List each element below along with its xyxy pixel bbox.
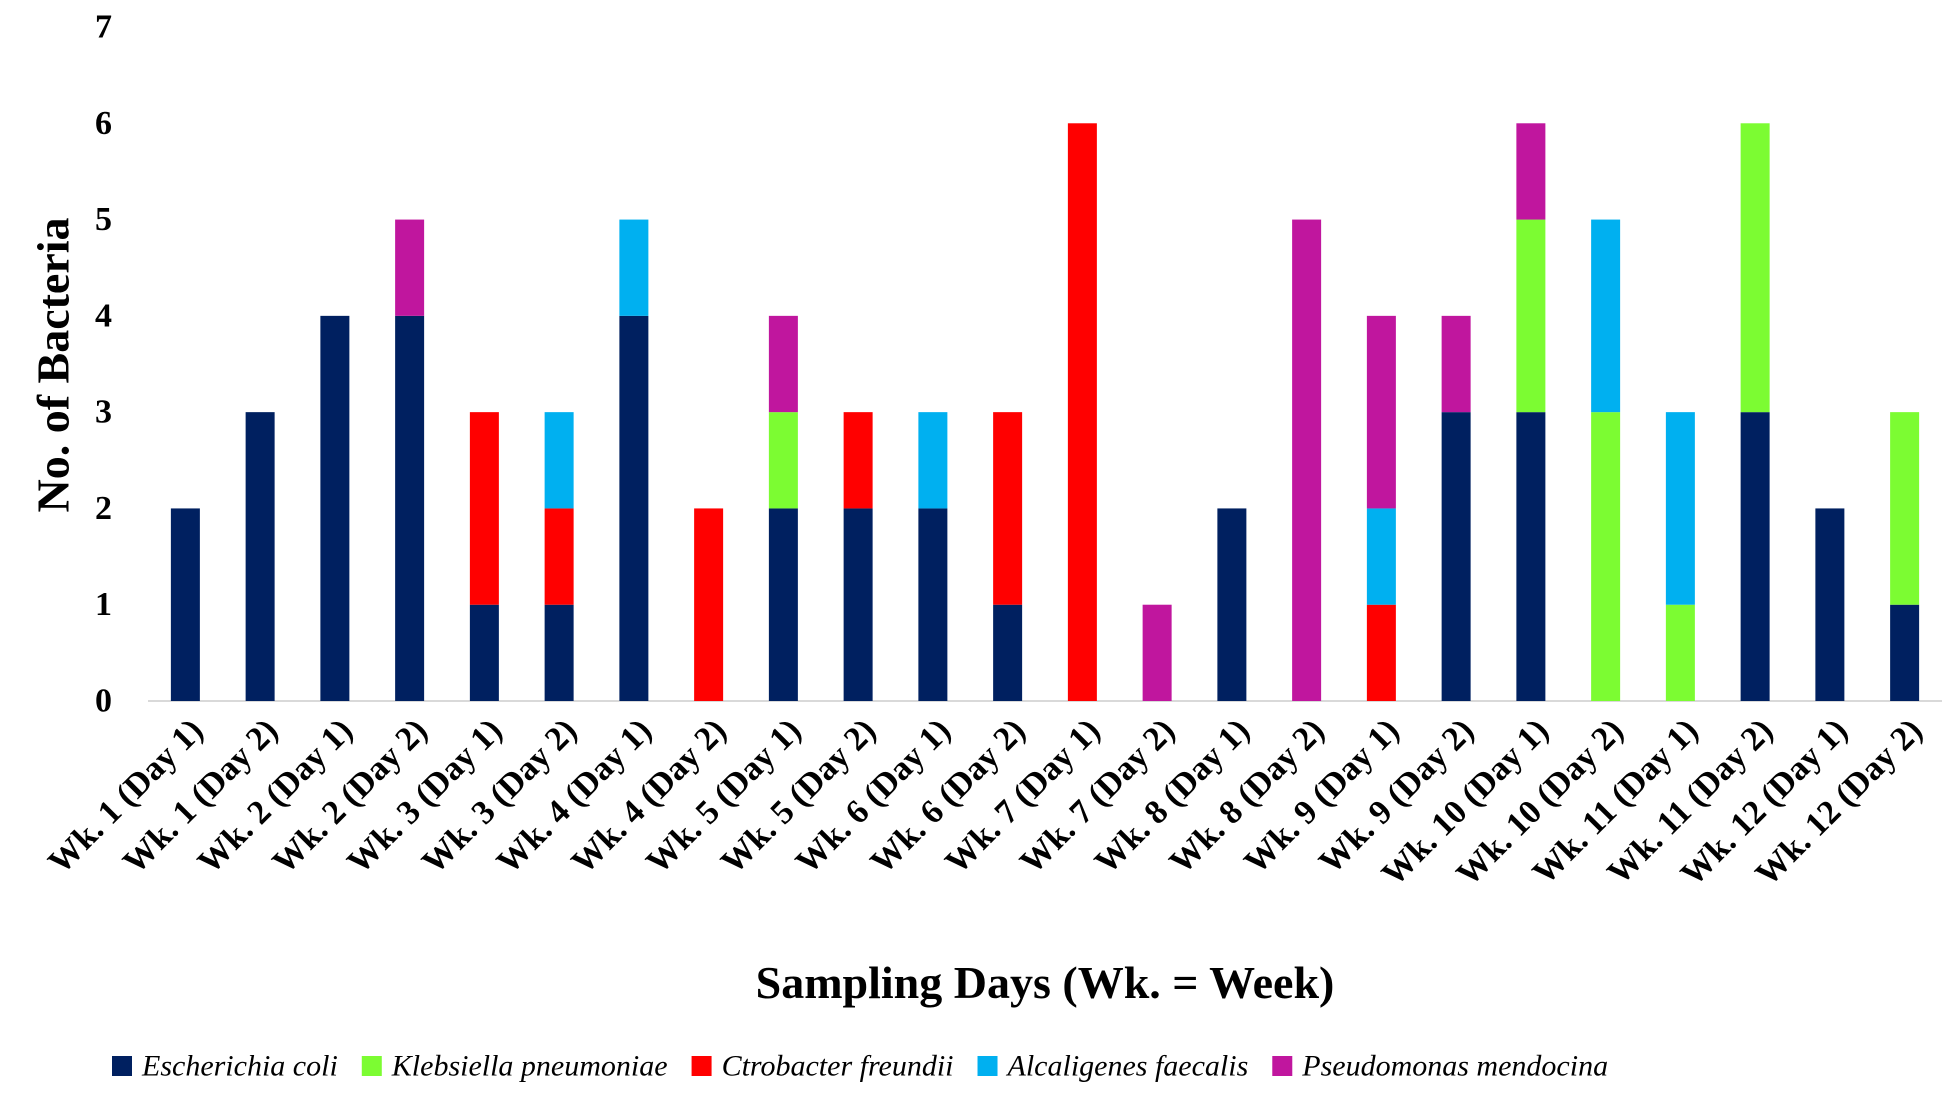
bar-segment: [1815, 508, 1845, 701]
bar-segment: [918, 508, 948, 701]
legend-label: Ctrobacter freundii: [722, 1050, 954, 1083]
legend-label: Escherichia coli: [141, 1050, 338, 1083]
bar-segment: [1217, 508, 1247, 701]
bar-segment: [1665, 412, 1695, 605]
bar-segment: [768, 508, 798, 701]
bar-segment: [469, 604, 499, 701]
bar-segment: [993, 604, 1023, 701]
bar-segment: [1890, 412, 1920, 605]
y-axis-ticks: 0 1 2 3 4 5 6 7: [95, 9, 112, 720]
legend-label: Klebsiella pneumoniae: [391, 1050, 668, 1083]
legend-label: Pseudomonas mendocina: [1301, 1050, 1608, 1083]
bar-segment: [843, 412, 873, 509]
bars-group: [170, 123, 1920, 702]
bar-segment: [918, 412, 948, 509]
bar-segment: [544, 508, 574, 605]
legend: Escherichia coli Klebsiella pneumoniae Ctr…: [112, 1050, 1608, 1083]
bar-segment: [1366, 604, 1396, 701]
bar-segment: [1441, 412, 1471, 701]
x-axis-title: Sampling Days (Wk. = Week): [756, 957, 1335, 1008]
legend-swatch: [691, 1056, 712, 1076]
bar-segment: [395, 315, 425, 701]
bar-segment: [469, 412, 499, 605]
bar-segment: [1366, 315, 1396, 509]
bar-segment: [768, 315, 798, 413]
bar-segment: [843, 508, 873, 701]
bar-segment: [1516, 219, 1546, 413]
y-tick-label: 7: [95, 9, 112, 46]
bar-segment: [993, 412, 1023, 605]
bar-segment: [1142, 604, 1172, 701]
y-tick-label: 2: [95, 490, 112, 527]
y-axis-title: No. of Bacteria: [28, 217, 79, 512]
legend-label: Alcaligenes faecalis: [1006, 1050, 1249, 1083]
bar-segment: [544, 412, 574, 509]
bar-segment: [544, 604, 574, 701]
y-tick-label: 1: [95, 586, 112, 623]
bar-segment: [170, 508, 200, 701]
legend-swatch: [361, 1056, 382, 1076]
legend-swatch: [977, 1056, 998, 1076]
legend-swatch: [112, 1056, 132, 1076]
y-tick-label: 0: [95, 683, 112, 720]
bar-segment: [1516, 123, 1546, 220]
bar-segment: [1292, 219, 1322, 702]
y-tick-label: 5: [95, 201, 112, 238]
y-tick-label: 6: [95, 105, 112, 142]
bar-segment: [1516, 412, 1546, 701]
bar-segment: [1591, 219, 1621, 413]
bar-segment: [619, 219, 649, 316]
bar-segment: [1591, 412, 1621, 701]
bar-segment: [1890, 604, 1920, 701]
x-axis-ticks: Wk. 1 (Day 1)Wk. 1 (Day 2)Wk. 2 (Day 1)W…: [41, 712, 1929, 893]
bar-segment: [1366, 508, 1396, 605]
legend-swatch: [1272, 1056, 1293, 1076]
bar-segment: [1441, 315, 1471, 413]
bar-segment: [245, 412, 275, 701]
bar-segment: [395, 219, 425, 316]
bar-segment: [694, 508, 724, 701]
y-tick-label: 3: [95, 394, 112, 431]
bar-segment: [768, 412, 798, 509]
bar-segment: [1740, 123, 1770, 413]
bar-segment: [1665, 604, 1695, 701]
y-tick-label: 4: [95, 297, 112, 334]
bar-segment: [619, 315, 649, 701]
bar-segment: [320, 315, 350, 701]
bar-segment: [1740, 412, 1770, 701]
bar-segment: [1067, 123, 1097, 702]
